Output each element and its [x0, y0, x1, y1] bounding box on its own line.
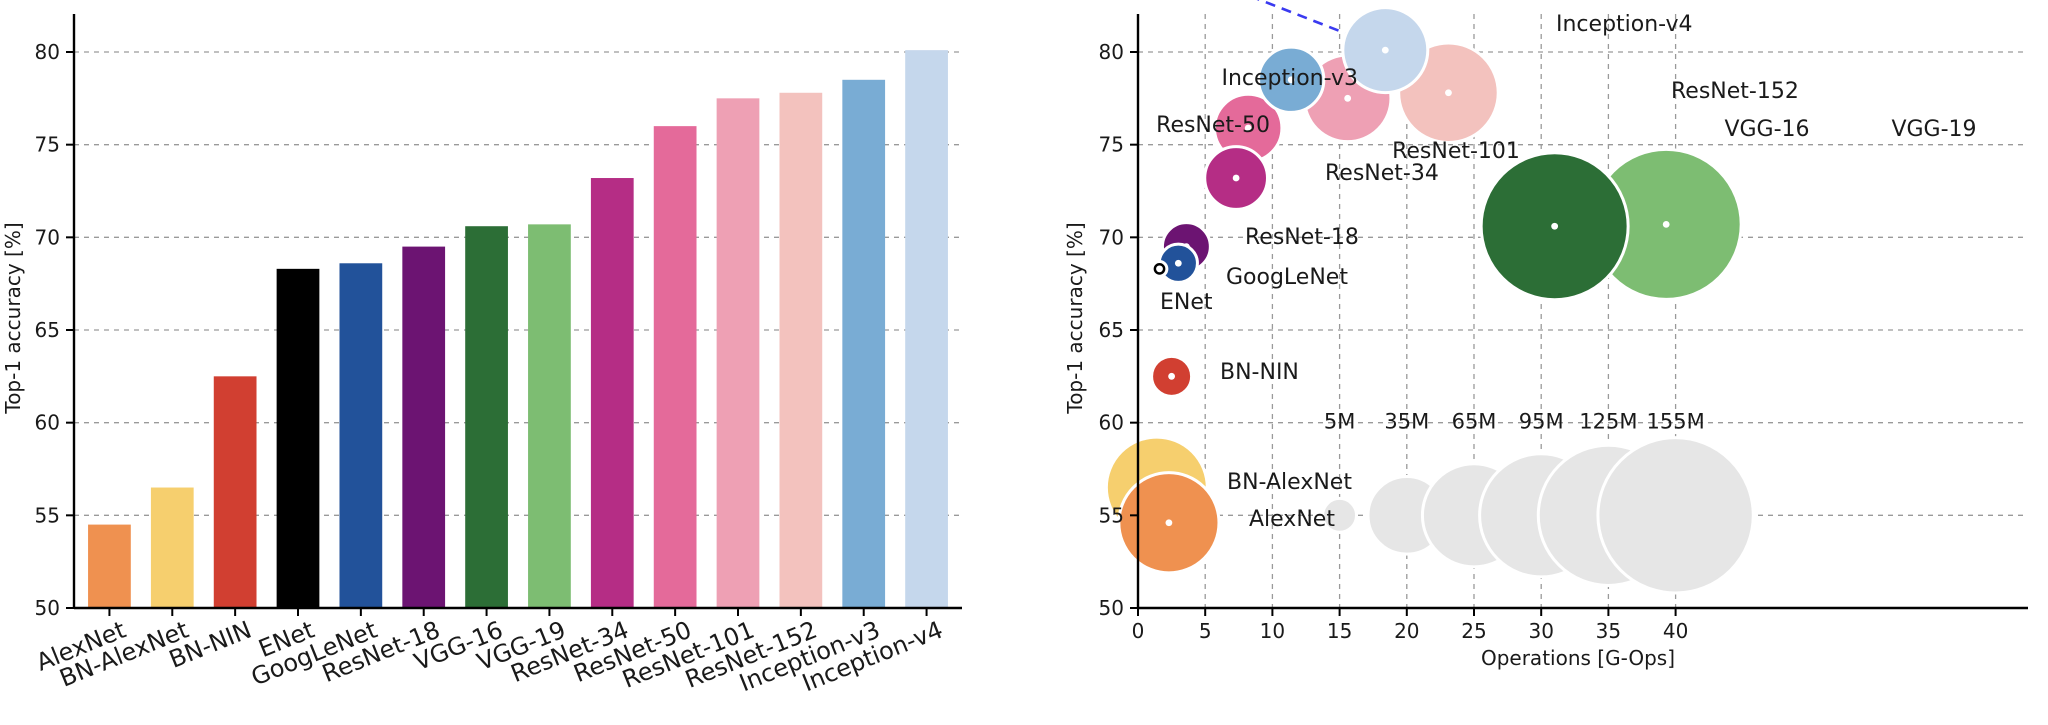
- bubble-chart-y-tick-label: 70: [1099, 225, 1124, 249]
- bubble-label: ResNet-34: [1325, 161, 1439, 186]
- bubble-label: BN-NIN: [1220, 360, 1299, 385]
- bubble-chart-point-labels: AlexNet BN-AlexNet BN-NIN ENet GoogLeNet ResN…: [1156, 12, 1976, 532]
- bubble-chart-y-tick-label: 80: [1099, 40, 1124, 64]
- bubble-label: ResNet-101: [1392, 139, 1520, 164]
- bar: [590, 178, 634, 608]
- bar-chart-bars: [88, 50, 948, 609]
- bubble-chart-x-tick-label: 25: [1461, 619, 1486, 643]
- size-legend-label: 5M: [1324, 410, 1355, 434]
- bar: [150, 487, 194, 608]
- bar: [339, 263, 383, 608]
- bubble-chart-y-ticks: 50 55 60 65 70 75 80: [1099, 40, 1138, 620]
- bar-chart-y-axis-label: Top-1 accuracy [%]: [1, 222, 25, 414]
- bubble-label: BN-AlexNet: [1227, 470, 1352, 495]
- bubble-chart-y-tick-label: 65: [1099, 318, 1124, 342]
- bubble-center-dot: [1165, 519, 1173, 527]
- bar: [528, 224, 571, 609]
- bubble-label: VGG-16: [1724, 117, 1809, 142]
- bar: [213, 376, 257, 608]
- bubble-center-dot: [1232, 174, 1240, 182]
- bar: [88, 524, 131, 608]
- bubble-chart-y-axis-label: Top-1 accuracy [%]: [1063, 222, 1087, 414]
- bubble-label: AlexNet: [1249, 507, 1335, 532]
- size-legend-label: 95M: [1519, 410, 1564, 434]
- bubble-chart-x-tick-label: 40: [1663, 619, 1688, 643]
- bubble-label: ENet: [1160, 290, 1213, 315]
- size-legend-label: 65M: [1452, 410, 1497, 434]
- bubble-label: GoogLeNet: [1226, 265, 1348, 290]
- bar-chart-y-tick-label: 80: [35, 40, 60, 64]
- bubble-center-dot: [1244, 124, 1252, 132]
- bubble-center-dot: [1381, 46, 1389, 54]
- bubble-chart-y-tick-label: 60: [1099, 411, 1124, 435]
- bubble-label: Inception-v4: [1556, 12, 1693, 37]
- bubble-size-legend: 5M 35M 65M 95M 125M 155M: [1321, 410, 1755, 595]
- bar: [653, 126, 697, 608]
- bar: [779, 92, 823, 609]
- bar-chart-y-tick-label: 70: [35, 225, 60, 249]
- bubble-center-dot: [1156, 265, 1163, 273]
- bubble-center-dot: [1168, 372, 1175, 380]
- size-legend-label: 35M: [1384, 410, 1429, 434]
- bubble-center-dot: [1551, 222, 1559, 230]
- size-legend-label: 125M: [1579, 410, 1637, 434]
- bar-chart-y-tick-label: 65: [35, 318, 60, 342]
- bar: [905, 50, 948, 608]
- bar: [402, 246, 446, 608]
- bubble-chart-x-tick-label: 10: [1260, 619, 1285, 643]
- bubble-chart: 5M 35M 65M 95M 125M 155M AlexNet BN-AlexNet BN-…: [1063, 0, 2028, 670]
- bubble-chart-x-ticks: 0 5 10 15 20 25 30 35 40: [1132, 608, 1688, 643]
- size-legend-label: 155M: [1646, 410, 1704, 434]
- bubble-chart-x-tick-label: 20: [1394, 619, 1419, 643]
- bar: [842, 79, 886, 609]
- bubble-center-dot: [1287, 76, 1295, 84]
- bubble-chart-x-axis-label: Operations [G-Ops]: [1481, 646, 1675, 670]
- bubble-label: VGG-19: [1891, 117, 1976, 142]
- bubble-label: ResNet-50: [1156, 113, 1270, 138]
- bubble-label: ResNet-18: [1245, 225, 1359, 250]
- bar-chart-y-tick-label: 55: [35, 503, 60, 527]
- bubble-chart-x-tick-label: 15: [1327, 619, 1352, 643]
- bubble-label: ResNet-152: [1671, 79, 1799, 104]
- size-legend-bubble: [1596, 436, 1755, 595]
- bubble-chart-y-tick-label: 55: [1099, 503, 1124, 527]
- bubble-label: Inception-v3: [1221, 66, 1358, 91]
- bubble-chart-axes: [1136, 14, 2028, 610]
- bar: [465, 226, 508, 609]
- bubble-chart-x-tick-label: 5: [1199, 619, 1212, 643]
- bar-chart-axes: [72, 14, 962, 610]
- bubble-chart-x-tick-label: 35: [1596, 619, 1621, 643]
- bar-chart-y-tick-label: 75: [35, 133, 60, 157]
- bubble-chart-y-tick-label: 50: [1099, 596, 1124, 620]
- bar-chart-gridlines: [74, 51, 962, 516]
- bar-chart-y-ticks: 50 55 60 65 70 75 80: [35, 40, 74, 620]
- bubble-center-dot: [1445, 89, 1452, 97]
- bubble-center-dot: [1344, 94, 1352, 102]
- bar: [276, 268, 320, 608]
- bar: [716, 98, 760, 608]
- bubble-center-dot: [1662, 220, 1670, 228]
- bubble-chart-x-tick-label: 30: [1528, 619, 1553, 643]
- size-legend-bubble: [1321, 496, 1359, 534]
- bubble-chart-points: [1104, 6, 1743, 575]
- bar-chart-y-tick-label: 50: [35, 596, 60, 620]
- bubble-center-dot: [1174, 259, 1182, 267]
- bubble-chart-y-tick-label: 75: [1099, 133, 1124, 157]
- bar-chart-y-tick-label: 60: [35, 411, 60, 435]
- bubble-chart-x-tick-label: 0: [1132, 619, 1145, 643]
